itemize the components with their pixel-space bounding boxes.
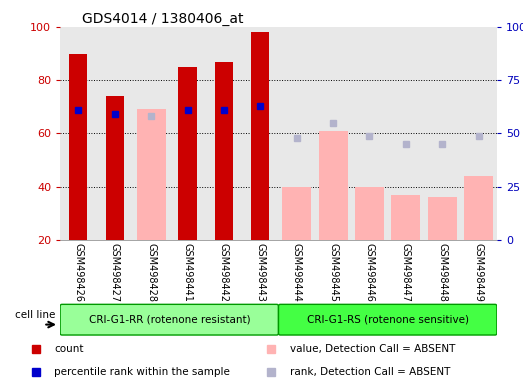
Bar xyxy=(137,109,166,240)
Text: GSM498426: GSM498426 xyxy=(73,243,83,302)
Text: GDS4014 / 1380406_at: GDS4014 / 1380406_at xyxy=(82,12,244,26)
Bar xyxy=(428,197,457,240)
Text: percentile rank within the sample: percentile rank within the sample xyxy=(54,367,230,377)
Text: CRI-G1-RR (rotenone resistant): CRI-G1-RR (rotenone resistant) xyxy=(88,314,250,325)
Text: GSM498446: GSM498446 xyxy=(365,243,374,302)
Bar xyxy=(355,187,384,240)
Text: GSM498443: GSM498443 xyxy=(255,243,265,302)
Bar xyxy=(69,53,87,240)
Text: GSM498444: GSM498444 xyxy=(292,243,302,302)
Bar xyxy=(106,96,124,240)
Bar xyxy=(215,61,233,240)
Text: cell line: cell line xyxy=(15,310,55,320)
Text: GSM498428: GSM498428 xyxy=(146,243,156,302)
Bar xyxy=(251,32,269,240)
Text: count: count xyxy=(54,344,84,354)
Bar xyxy=(178,67,197,240)
Text: GSM498445: GSM498445 xyxy=(328,243,338,302)
Bar xyxy=(464,176,493,240)
Bar xyxy=(282,187,311,240)
Bar xyxy=(391,195,420,240)
Bar xyxy=(319,131,348,240)
Text: CRI-G1-RS (rotenone sensitive): CRI-G1-RS (rotenone sensitive) xyxy=(306,314,469,325)
Text: GSM498427: GSM498427 xyxy=(110,243,120,302)
Text: GSM498442: GSM498442 xyxy=(219,243,229,302)
Text: GSM498447: GSM498447 xyxy=(401,243,411,302)
Text: GSM498448: GSM498448 xyxy=(437,243,447,302)
FancyBboxPatch shape xyxy=(278,305,497,335)
Text: GSM498441: GSM498441 xyxy=(183,243,192,302)
Text: value, Detection Call = ABSENT: value, Detection Call = ABSENT xyxy=(290,344,455,354)
Text: rank, Detection Call = ABSENT: rank, Detection Call = ABSENT xyxy=(290,367,450,377)
FancyBboxPatch shape xyxy=(60,305,278,335)
Text: GSM498449: GSM498449 xyxy=(474,243,484,302)
